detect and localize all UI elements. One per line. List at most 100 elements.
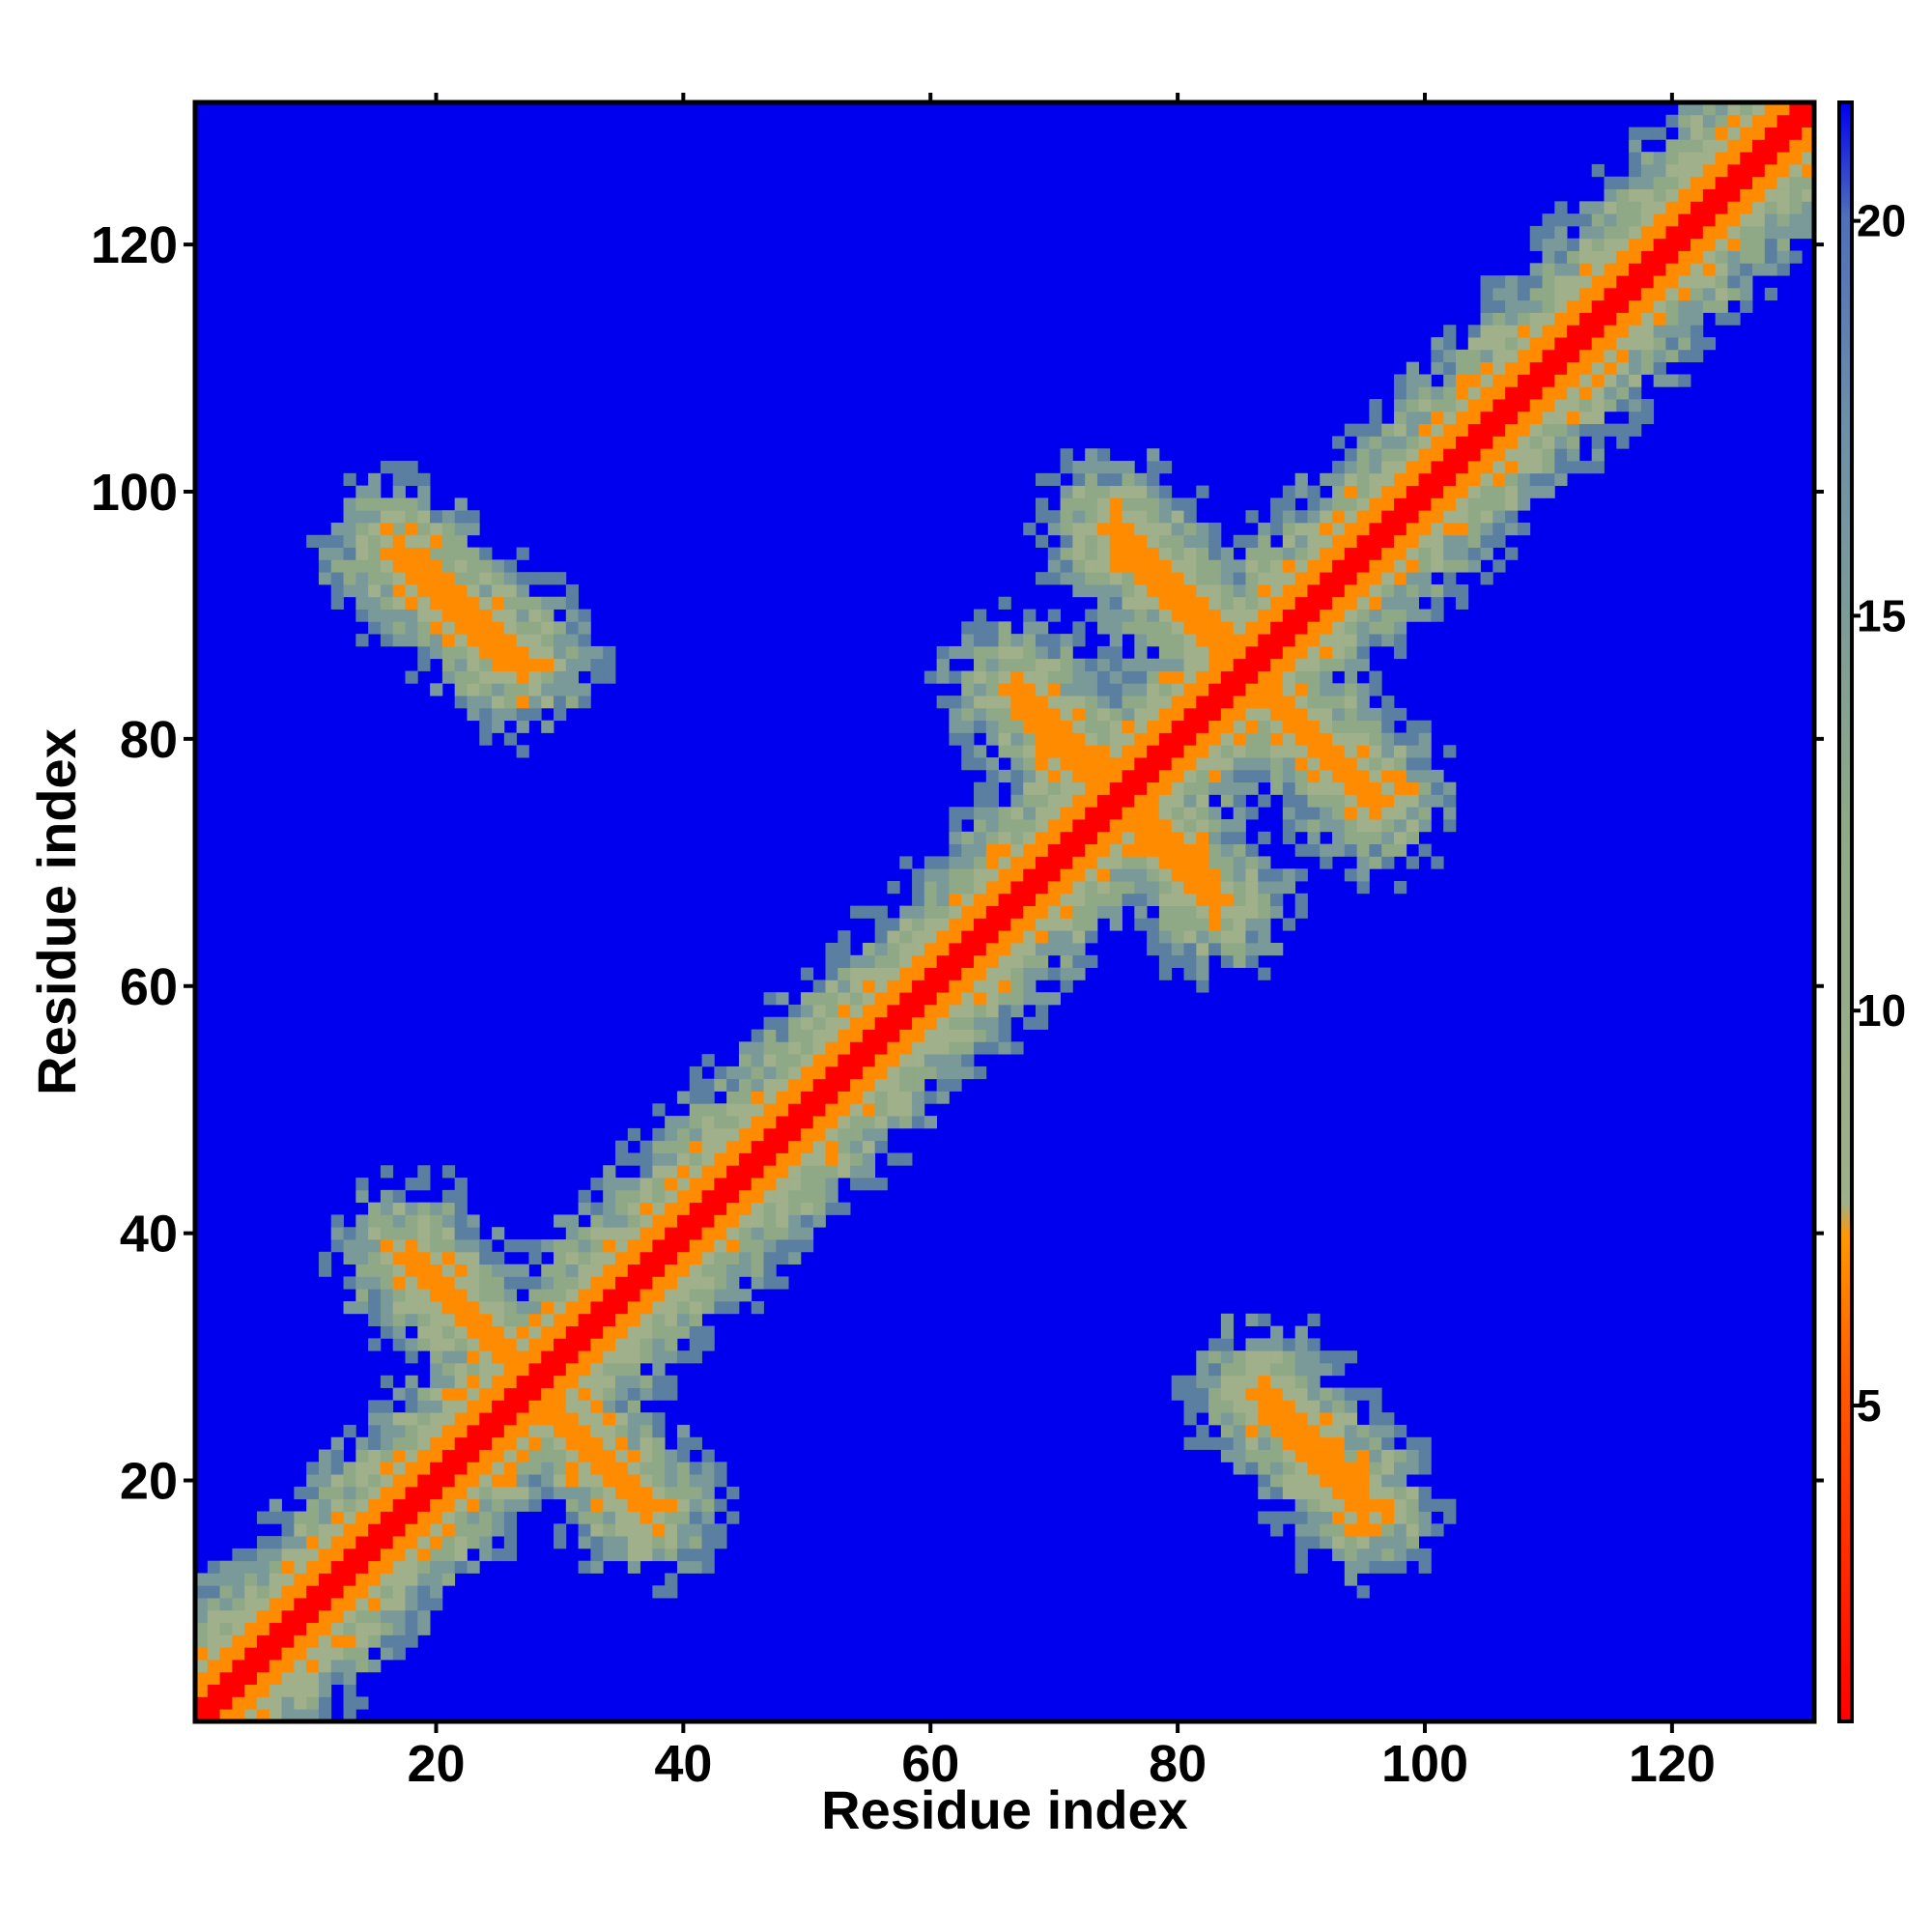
heatmap-cell xyxy=(1752,163,1766,178)
heatmap-cell xyxy=(1035,918,1049,931)
heatmap-cell xyxy=(1332,1536,1346,1549)
heatmap-cell xyxy=(1183,572,1197,585)
heatmap-cell xyxy=(1134,732,1148,746)
heatmap-cell xyxy=(430,645,443,660)
heatmap-cell xyxy=(541,1289,554,1302)
heatmap-cell xyxy=(1344,621,1358,635)
heatmap-cell xyxy=(1196,645,1209,660)
heatmap-cell xyxy=(219,1622,233,1635)
heatmap-cell xyxy=(467,1511,480,1524)
heatmap-cell xyxy=(1344,769,1358,783)
heatmap-cell xyxy=(1381,781,1395,795)
heatmap-cell xyxy=(998,645,1011,660)
heatmap-cell xyxy=(825,1103,838,1117)
heatmap-cell xyxy=(256,1585,270,1599)
heatmap-cell xyxy=(306,1696,320,1710)
heatmap-cell xyxy=(974,905,987,919)
heatmap-cell xyxy=(1567,448,1580,462)
heatmap-cell xyxy=(1332,732,1346,746)
heatmap-cell xyxy=(701,1325,715,1339)
heatmap-cell xyxy=(1072,918,1086,931)
heatmap-cell xyxy=(380,1375,394,1388)
heatmap-cell xyxy=(430,572,443,585)
heatmap-cell xyxy=(1604,225,1617,240)
heatmap-cell xyxy=(1665,374,1679,387)
heatmap-cell xyxy=(887,992,900,1006)
heatmap-cell xyxy=(1554,312,1568,326)
heatmap-cell xyxy=(1356,868,1370,882)
heatmap-cell xyxy=(652,1214,666,1228)
heatmap-cell xyxy=(392,1498,406,1512)
heatmap-cell xyxy=(1344,868,1358,882)
heatmap-cell xyxy=(1085,534,1098,548)
heatmap-cell xyxy=(701,1449,715,1463)
heatmap-cell xyxy=(1196,609,1209,622)
heatmap-cell xyxy=(627,1202,640,1215)
heatmap-cell xyxy=(1122,868,1135,882)
heatmap-cell xyxy=(417,1486,431,1500)
heatmap-cell xyxy=(306,1474,320,1488)
heatmap-cell xyxy=(1418,386,1432,400)
heatmap-cell xyxy=(590,1436,604,1450)
heatmap-cell xyxy=(627,1486,640,1500)
heatmap-cell xyxy=(1344,757,1358,771)
heatmap-cell xyxy=(565,670,580,684)
heatmap-cell xyxy=(256,1647,270,1661)
heatmap-cell xyxy=(1320,1474,1333,1488)
heatmap-cell xyxy=(1431,769,1444,783)
heatmap-cell xyxy=(1158,559,1173,573)
heatmap-cell xyxy=(1665,163,1679,178)
heatmap-cell xyxy=(1282,572,1296,585)
heatmap-cell xyxy=(492,1387,505,1401)
heatmap-cell xyxy=(441,1202,456,1215)
heatmap-cell xyxy=(1752,201,1766,214)
heatmap-cell xyxy=(306,1647,320,1661)
heatmap-cell xyxy=(1307,534,1321,548)
heatmap-cell xyxy=(887,1029,900,1042)
heatmap-cell xyxy=(985,720,999,733)
heatmap-cell xyxy=(578,1462,591,1475)
heatmap-cell xyxy=(306,1671,320,1686)
heatmap-cell xyxy=(1183,794,1197,808)
heatmap-cell xyxy=(985,918,999,931)
heatmap-cell xyxy=(627,1214,640,1228)
heatmap-cell xyxy=(1147,794,1160,808)
heatmap-cell xyxy=(1196,757,1209,771)
heatmap-cell xyxy=(1480,497,1493,511)
heatmap-cell xyxy=(1802,213,1814,227)
heatmap-cell xyxy=(1455,522,1469,536)
heatmap-cell xyxy=(1109,905,1122,919)
heatmap-cell xyxy=(800,1004,814,1018)
heatmap-cell xyxy=(1096,472,1111,487)
heatmap-cell xyxy=(899,1078,913,1092)
heatmap-cell xyxy=(1245,621,1259,635)
heatmap-cell xyxy=(751,1127,764,1142)
heatmap-cell xyxy=(1492,472,1506,487)
heatmap-cell xyxy=(1109,572,1122,585)
heatmap-cell xyxy=(665,1387,678,1401)
heatmap-cell xyxy=(1208,1375,1222,1388)
heatmap-cell xyxy=(541,696,554,709)
heatmap-cell xyxy=(1431,781,1444,795)
heatmap-cell xyxy=(1356,436,1370,449)
heatmap-cell xyxy=(1307,1462,1321,1475)
heatmap-cell xyxy=(1776,250,1790,264)
heatmap-cell xyxy=(516,1362,529,1377)
heatmap-cell xyxy=(1233,930,1246,944)
heatmap-cell xyxy=(1369,510,1382,524)
heatmap-cell xyxy=(689,1214,702,1228)
heatmap-cell xyxy=(1158,905,1173,919)
heatmap-cell xyxy=(1344,658,1358,671)
heatmap-cell xyxy=(405,1387,418,1401)
heatmap-cell xyxy=(1356,1436,1370,1450)
heatmap-cell xyxy=(1158,670,1173,684)
x-axis-title: Residue index xyxy=(821,1779,1188,1840)
heatmap-cell xyxy=(1406,497,1419,511)
heatmap-cell xyxy=(998,1016,1011,1030)
heatmap-cell xyxy=(479,1338,493,1351)
heatmap-cell xyxy=(1356,423,1370,437)
heatmap-cell xyxy=(454,1178,468,1191)
heatmap-cell xyxy=(1369,534,1382,548)
heatmap-cell xyxy=(405,1251,418,1265)
heatmap-cell xyxy=(1072,670,1086,684)
